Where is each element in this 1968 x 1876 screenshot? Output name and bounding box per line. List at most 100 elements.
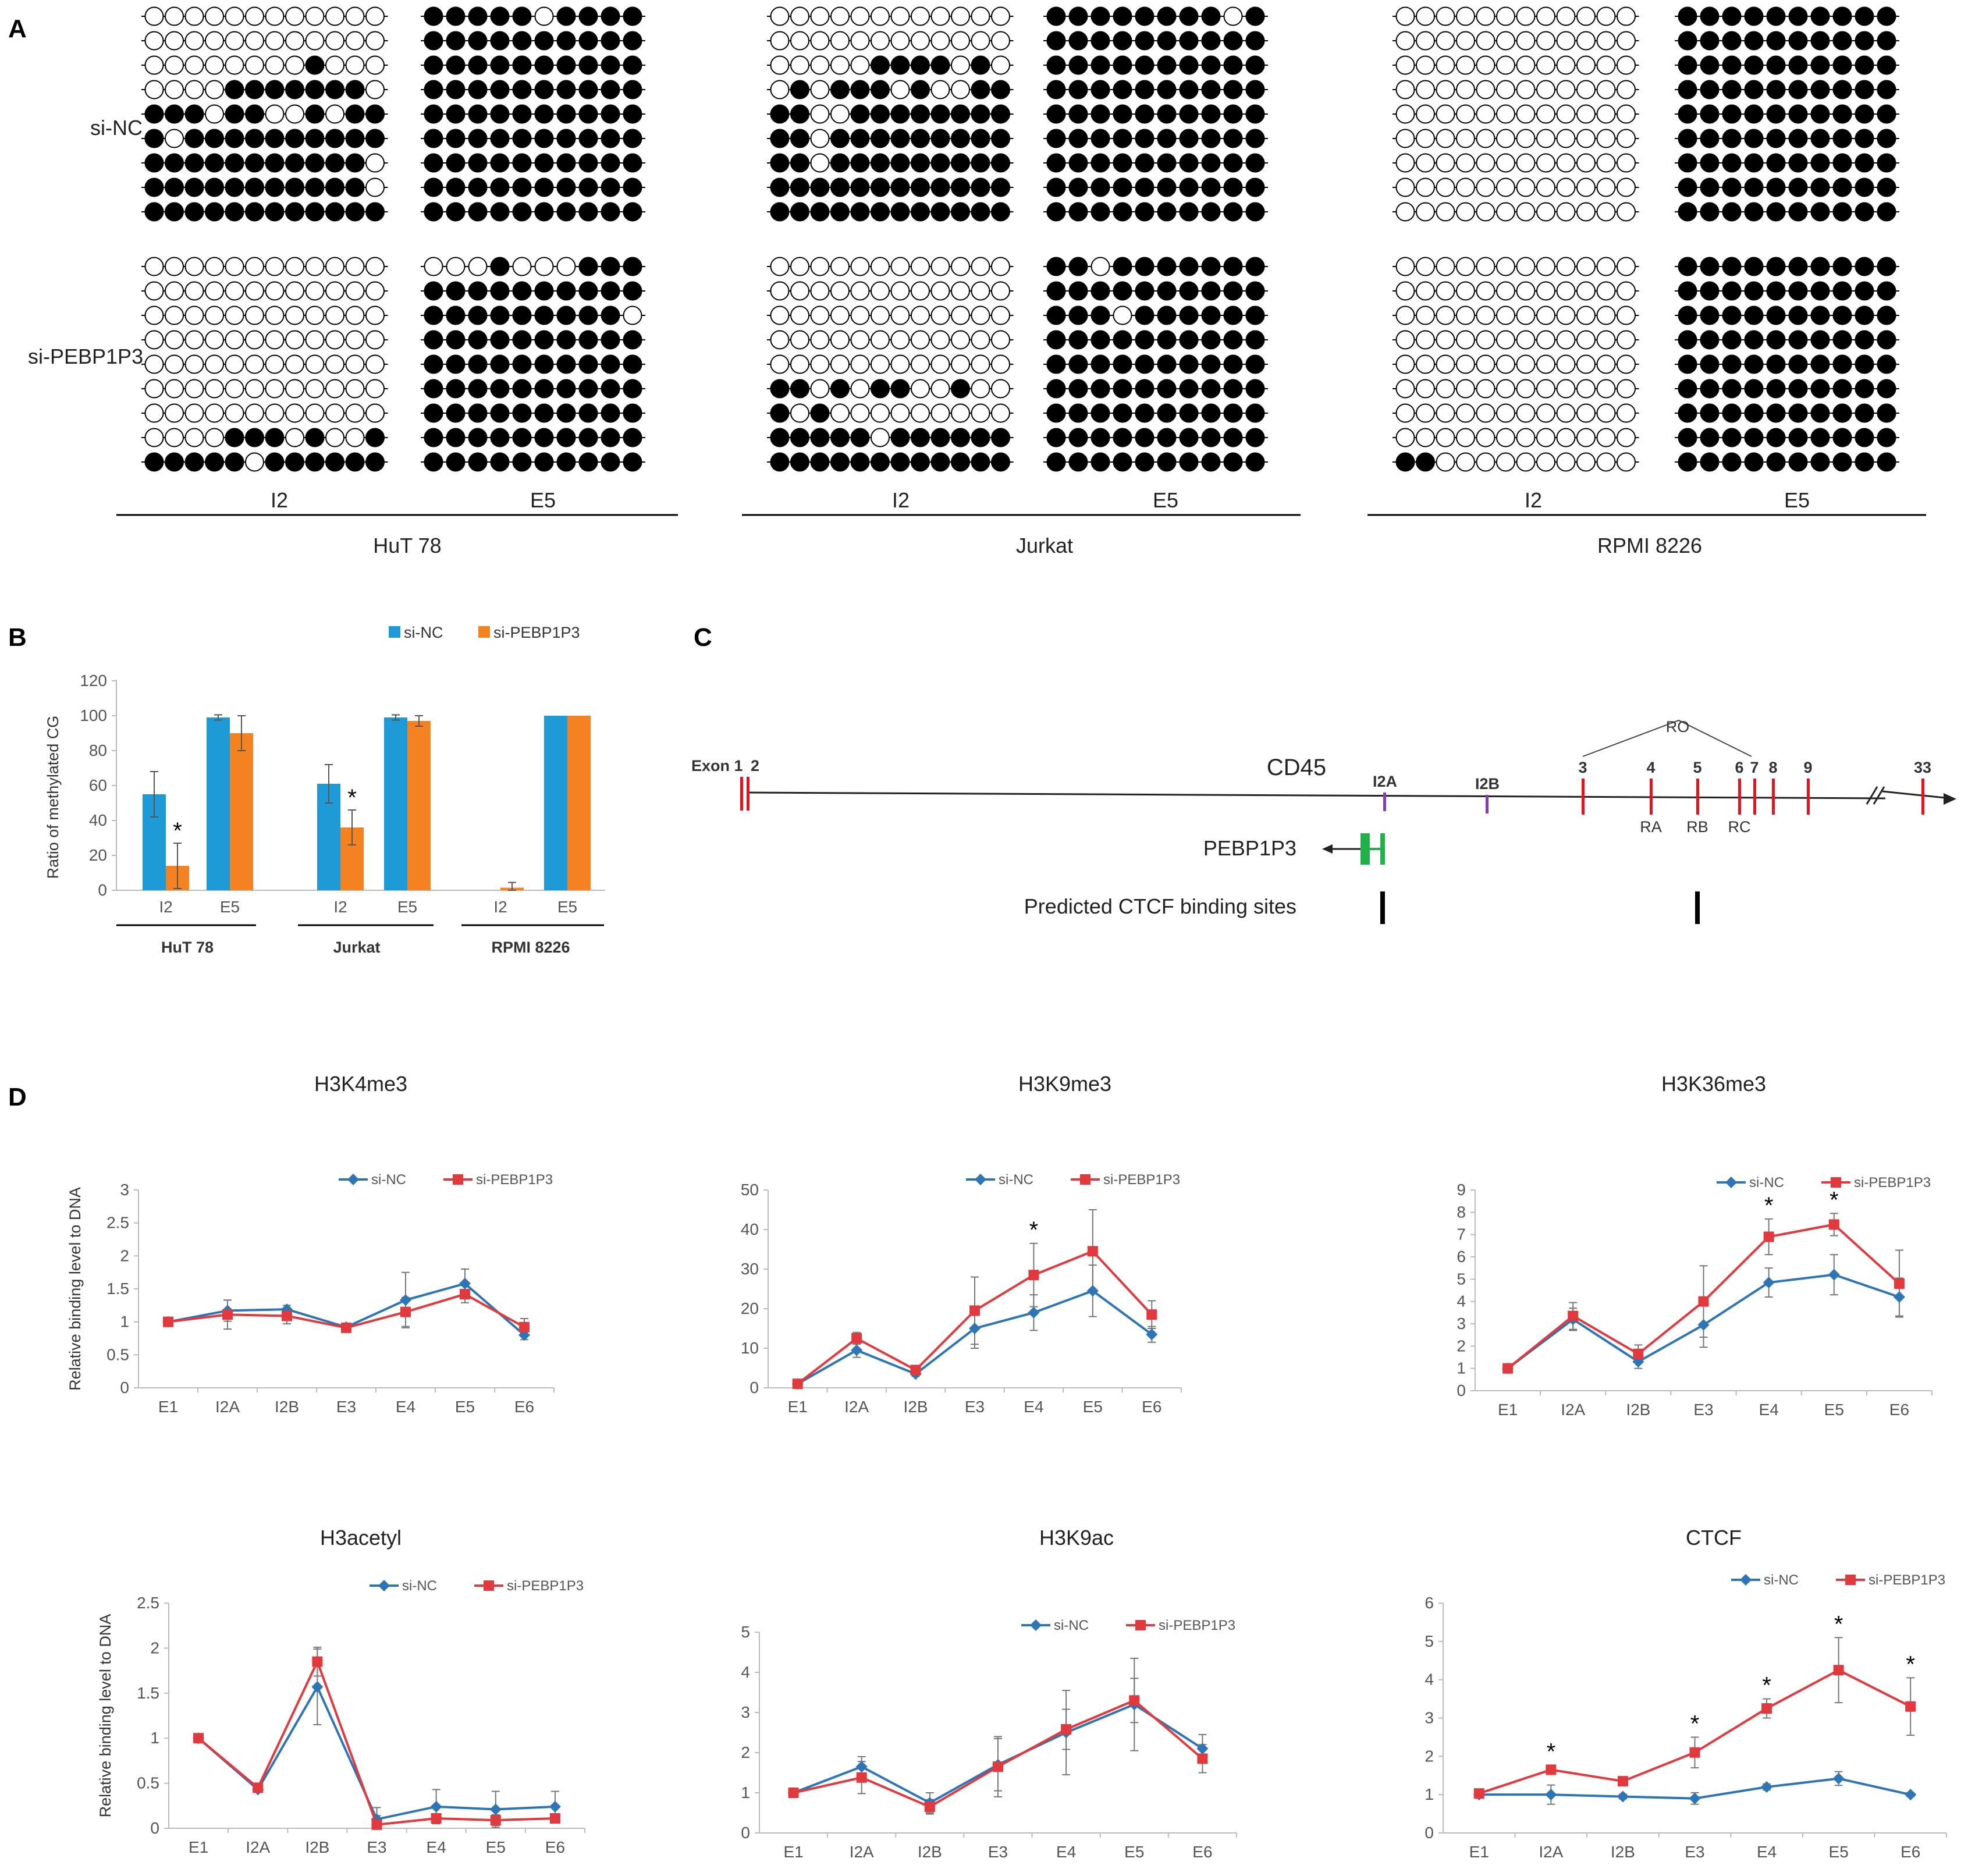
significance-star: * <box>1834 1611 1843 1637</box>
methylated-cpg <box>1068 305 1088 325</box>
unmethylated-cpg <box>225 6 244 26</box>
methylated-cpg <box>1223 129 1243 148</box>
methylated-cpg <box>930 177 950 197</box>
methylated-cpg <box>578 129 598 148</box>
methylated-cpg <box>1810 129 1830 148</box>
unmethylated-cpg <box>1516 104 1536 124</box>
unmethylated-cpg <box>1090 257 1110 276</box>
methylated-cpg <box>512 379 532 399</box>
unmethylated-cpg <box>1556 403 1576 423</box>
unmethylated-cpg <box>205 330 224 350</box>
methylated-cpg <box>424 6 443 26</box>
marker-si-pebp1p3 <box>453 1174 463 1185</box>
b-x-tick-label: I2 <box>159 898 172 916</box>
methylated-cpg <box>205 202 224 222</box>
exon-8-label: 8 <box>1768 759 1777 776</box>
methylated-cpg <box>830 129 850 148</box>
unmethylated-cpg <box>1536 281 1555 301</box>
methylated-cpg <box>1068 129 1088 148</box>
line-chart-h3k9ac: H3K9ac 0 1 2 3 4 5 E1 I2A I2B E3 E4 E5 E6 si-NC si-PEBP… <box>741 1526 1237 1861</box>
y-tick-label: 0 <box>1457 1381 1466 1399</box>
unmethylated-cpg <box>930 305 950 325</box>
methylated-cpg <box>1722 452 1742 472</box>
unmethylated-cpg <box>1436 257 1455 276</box>
unmethylated-cpg <box>165 379 184 399</box>
methylated-cpg <box>1046 31 1066 51</box>
methylated-cpg <box>1179 129 1199 148</box>
methylated-cpg <box>790 129 809 148</box>
b-bars: ** <box>143 714 591 891</box>
methylated-cpg <box>1744 379 1764 399</box>
x-tick-label: E1 <box>1498 1401 1518 1419</box>
methylated-cpg <box>424 428 443 447</box>
unmethylated-cpg <box>325 403 344 423</box>
methylated-cpg <box>556 305 576 325</box>
methylated-cpg <box>971 104 990 124</box>
unmethylated-cpg <box>1395 330 1415 350</box>
unmethylated-cpg <box>1476 177 1495 197</box>
methylated-cpg <box>601 403 620 423</box>
methylated-cpg <box>601 31 620 51</box>
unmethylated-cpg <box>790 403 809 423</box>
methylated-cpg <box>1766 330 1786 350</box>
methylated-cpg <box>1700 6 1720 26</box>
legend-label: si-NC <box>371 1172 406 1188</box>
methylated-cpg <box>871 80 890 100</box>
unmethylated-cpg <box>1576 104 1596 124</box>
unmethylated-cpg <box>184 428 204 447</box>
methylated-cpg <box>1046 354 1066 374</box>
x-tick-label: E6 <box>1192 1843 1212 1861</box>
y-tick-label: 1 <box>150 1729 159 1747</box>
methylated-cpg <box>1832 330 1852 350</box>
b-group-jurkat: Jurkat <box>333 939 380 956</box>
x-tick-label: E3 <box>1685 1843 1704 1861</box>
y-tick-label: 0 <box>749 1378 759 1397</box>
methylated-cpg <box>623 281 642 301</box>
methylated-cpg <box>490 281 510 301</box>
methylated-cpg <box>490 305 510 325</box>
marker-si-nc <box>1740 1574 1752 1586</box>
methylated-cpg <box>468 80 488 100</box>
methylated-cpg <box>1113 202 1132 222</box>
unmethylated-cpg <box>225 257 244 276</box>
methylated-cpg <box>305 428 325 447</box>
methylated-cpg <box>1855 305 1874 325</box>
methylated-cpg <box>871 202 890 222</box>
methylated-cpg <box>1788 452 1808 472</box>
methylated-cpg <box>1201 305 1221 325</box>
methylated-cpg <box>365 428 385 447</box>
unmethylated-cpg <box>1456 281 1475 301</box>
methylated-cpg <box>1722 305 1742 325</box>
methylated-cpg <box>1179 257 1199 276</box>
methylated-cpg <box>1179 281 1199 301</box>
line-chart-h3k4me3: H3K4me3 Relative binding level to DNA 0 0.5… <box>66 1072 555 1416</box>
unmethylated-cpg <box>1536 354 1555 374</box>
y-tick-label: 9 <box>1457 1181 1466 1199</box>
methylated-cpg <box>1223 379 1243 399</box>
methylated-cpg <box>1201 129 1221 148</box>
methylated-cpg <box>1810 379 1830 399</box>
unmethylated-cpg <box>205 104 224 124</box>
methylated-cpg <box>144 177 164 197</box>
methylated-cpg <box>512 452 532 472</box>
series-line-si-nc <box>197 1684 556 1821</box>
methylated-cpg <box>534 177 554 197</box>
methylated-cpg <box>890 379 910 399</box>
unmethylated-cpg <box>1596 6 1616 26</box>
unmethylated-cpg <box>325 6 344 26</box>
methylated-cpg <box>556 452 576 472</box>
methylated-cpg <box>468 177 488 197</box>
unmethylated-cpg <box>1496 379 1515 399</box>
methylated-cpg <box>1700 153 1720 173</box>
methylated-cpg <box>578 330 598 350</box>
marker-si-nc <box>1763 1277 1775 1289</box>
unmethylated-cpg <box>930 379 950 399</box>
methylated-cpg <box>1877 129 1896 148</box>
methylated-cpg <box>446 153 466 173</box>
marker-si-nc <box>1086 1285 1099 1297</box>
methylated-cpg <box>1877 257 1896 276</box>
marker-si-pebp1p3 <box>1633 1348 1644 1359</box>
unmethylated-cpg <box>1496 354 1515 374</box>
methylated-cpg <box>1135 80 1154 100</box>
methylated-cpg <box>578 403 598 423</box>
